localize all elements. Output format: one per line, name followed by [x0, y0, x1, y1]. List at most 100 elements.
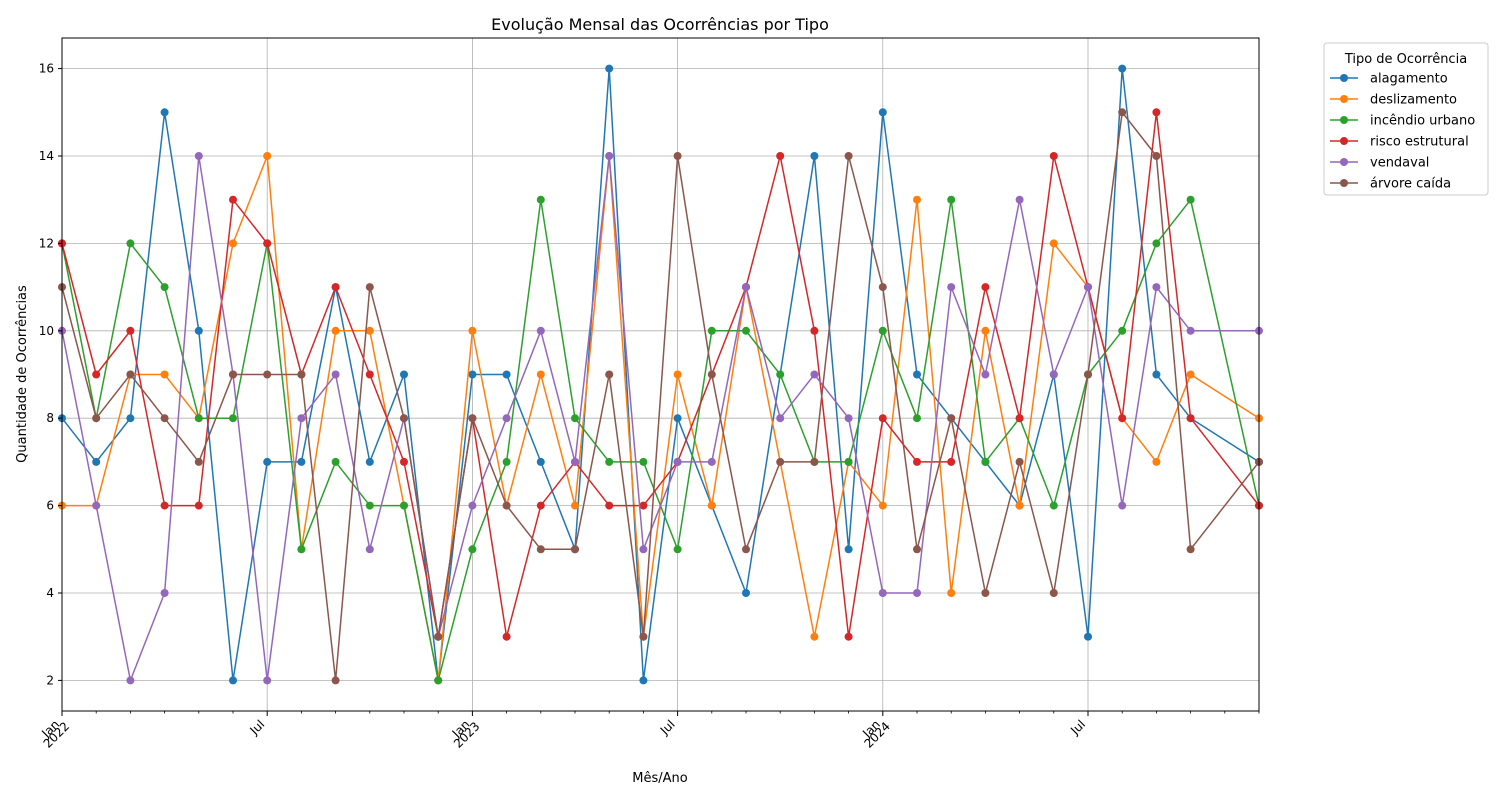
data-point [742, 545, 750, 554]
data-point [126, 414, 135, 423]
y-tick-label: 12 [39, 236, 54, 250]
data-point [913, 370, 921, 379]
data-point [1186, 195, 1195, 204]
data-point [194, 457, 203, 466]
data-point [913, 195, 921, 204]
data-point [331, 676, 340, 685]
data-point [844, 414, 853, 423]
data-point [92, 457, 101, 466]
data-point [365, 283, 374, 292]
legend-item: árvore caída [1330, 177, 1451, 192]
data-point [160, 108, 169, 117]
data-point [229, 676, 237, 685]
data-point [92, 501, 101, 510]
legend-box [1323, 42, 1489, 196]
data-point [571, 414, 579, 423]
data-point [673, 457, 682, 466]
legend-item: vendaval [1330, 156, 1429, 171]
data-point [810, 457, 819, 466]
data-point [1152, 108, 1161, 117]
data-point [1186, 414, 1195, 423]
data-point [1186, 326, 1195, 335]
data-point [810, 632, 819, 641]
data-point [160, 501, 169, 510]
data-point [126, 370, 135, 379]
data-point [160, 589, 169, 598]
data-point [468, 326, 477, 335]
data-point [1015, 457, 1024, 466]
legend-swatch-marker [1340, 74, 1348, 82]
data-point [297, 545, 306, 554]
data-point [92, 370, 101, 379]
data-point [1015, 195, 1024, 204]
data-point [947, 195, 956, 204]
y-axis-label: Quantidade de Ocorrências [15, 285, 30, 463]
data-point [878, 108, 887, 117]
data-point [947, 457, 956, 466]
data-point [673, 414, 682, 423]
data-point [913, 545, 921, 554]
data-point [1015, 414, 1024, 423]
data-point [297, 457, 306, 466]
legend-label: vendaval [1370, 156, 1429, 171]
data-point [1152, 239, 1161, 248]
data-point [639, 632, 648, 641]
y-tick-label: 14 [39, 149, 54, 163]
data-point [571, 457, 579, 466]
data-point [1084, 632, 1092, 641]
data-point [844, 151, 853, 160]
data-point [297, 414, 306, 423]
data-point [1152, 457, 1161, 466]
legend-item: incêndio urbano [1330, 114, 1475, 129]
data-point [331, 283, 340, 292]
data-point [331, 370, 340, 379]
series-line [62, 155, 1260, 682]
y-tick-label: 2 [46, 673, 54, 687]
data-point [742, 283, 750, 292]
data-point [468, 501, 477, 510]
data-point [810, 151, 819, 160]
data-point [810, 326, 819, 335]
data-point [229, 195, 237, 204]
data-point [502, 370, 511, 379]
data-point [810, 370, 819, 379]
series-lines [58, 64, 1263, 685]
data-point [194, 501, 203, 510]
data-point [878, 283, 887, 292]
data-point [536, 501, 545, 510]
data-point [913, 457, 921, 466]
data-point [776, 457, 785, 466]
data-point [365, 370, 374, 379]
legend-label: alagamento [1370, 72, 1448, 87]
series-vendaval [58, 151, 1263, 685]
data-point [536, 370, 545, 379]
data-point [536, 326, 545, 335]
data-point [331, 326, 340, 335]
series-line [61, 67, 1260, 682]
data-point [1049, 501, 1058, 510]
data-point [126, 239, 135, 248]
data-point [365, 457, 374, 466]
data-point [160, 283, 169, 292]
data-point [536, 545, 545, 554]
legend-label: árvore caída [1370, 177, 1451, 192]
data-point [194, 414, 203, 423]
plot-frame [61, 37, 1260, 712]
data-point [981, 283, 990, 292]
data-point [1049, 151, 1058, 160]
data-point [365, 501, 374, 510]
data-point [844, 457, 853, 466]
data-point [229, 239, 237, 248]
legend-label: risco estrutural [1370, 135, 1469, 150]
data-point [639, 457, 648, 466]
data-point [1118, 64, 1127, 73]
data-point [913, 414, 921, 423]
y-tick-label: 8 [46, 411, 54, 425]
data-point [229, 370, 237, 379]
legend-item: deslizamento [1330, 93, 1457, 108]
y-tick-label: 10 [39, 324, 54, 338]
data-point [1084, 283, 1092, 292]
data-point [502, 457, 511, 466]
data-point [434, 676, 443, 685]
